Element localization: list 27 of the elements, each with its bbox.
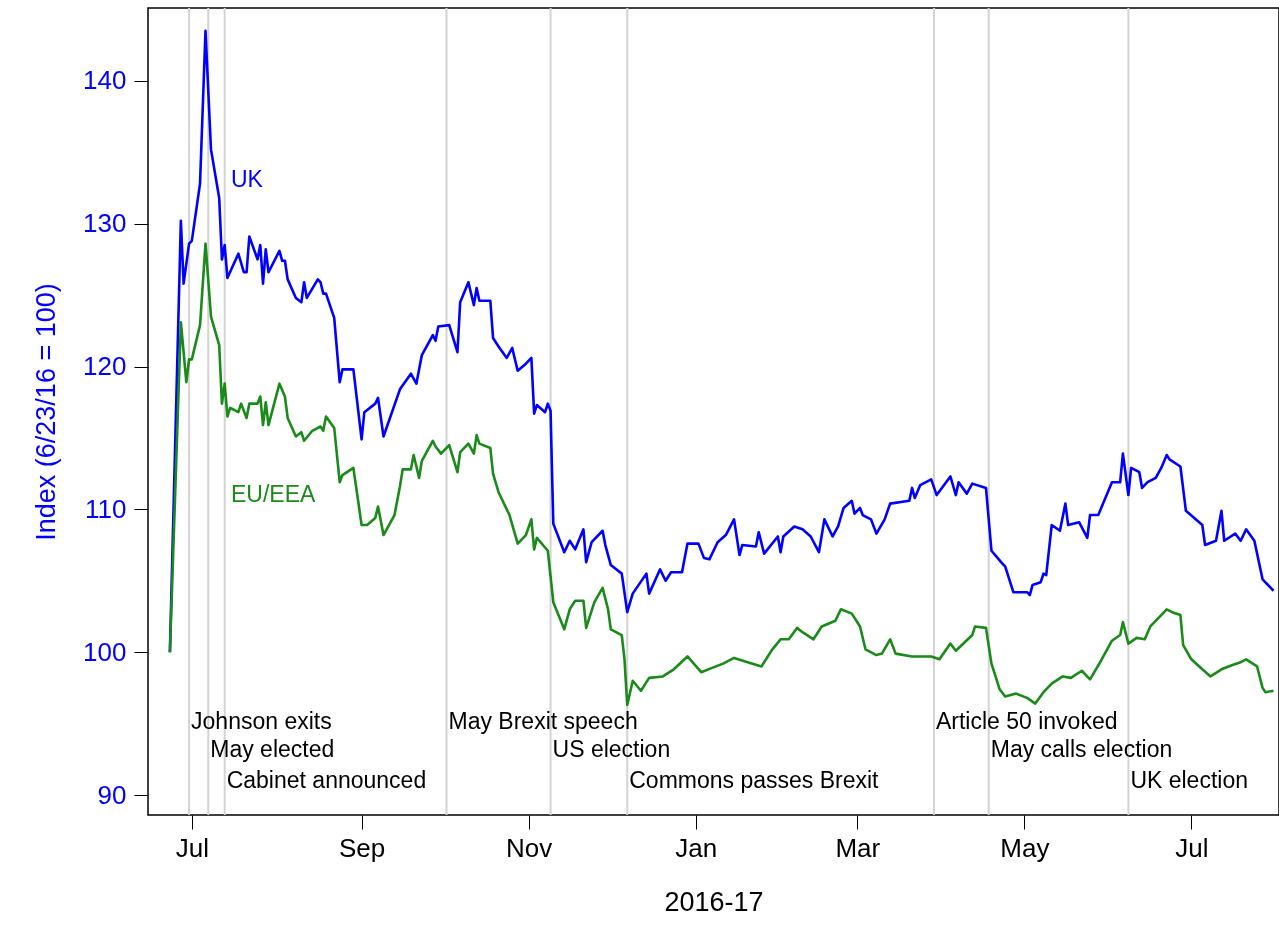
x-axis-title: 2016-17 xyxy=(664,886,764,917)
ref-line-label: Johnson exits xyxy=(191,708,332,734)
ref-line-label: May elected xyxy=(210,736,335,762)
ref-line-label: May calls election xyxy=(990,736,1173,762)
y-axis-title: Index (6/23/16 = 100) xyxy=(31,283,62,541)
x-tick-label: Jul xyxy=(175,832,209,863)
x-tick-label: Jul xyxy=(1175,832,1209,863)
x-tick-label: Sep xyxy=(338,832,386,863)
ref-line-label: Commons passes Brexit xyxy=(629,767,880,793)
ref-line-label: US election xyxy=(552,736,671,762)
y-tick-label: 140 xyxy=(83,65,127,96)
y-tick-label: 110 xyxy=(85,493,127,524)
y-tick-label: 90 xyxy=(97,779,127,810)
y-tick-label: 100 xyxy=(83,636,127,667)
ref-line-label: UK election xyxy=(1130,767,1249,793)
ref-line-label: Cabinet announced xyxy=(226,767,427,793)
series-label: EU/EEA xyxy=(231,481,317,507)
y-tick-label: 120 xyxy=(83,351,127,382)
series-label: UK xyxy=(231,166,264,192)
y-tick-label: 130 xyxy=(83,208,127,239)
ref-line-label: Article 50 invoked xyxy=(935,708,1118,734)
x-tick-label: Nov xyxy=(506,832,553,863)
line-series xyxy=(168,242,1275,707)
ref-line-label: May Brexit speech xyxy=(448,708,638,734)
x-tick-label: Mar xyxy=(835,832,881,863)
x-tick-label: Jan xyxy=(675,832,718,863)
x-tick-label: May xyxy=(1000,832,1050,863)
